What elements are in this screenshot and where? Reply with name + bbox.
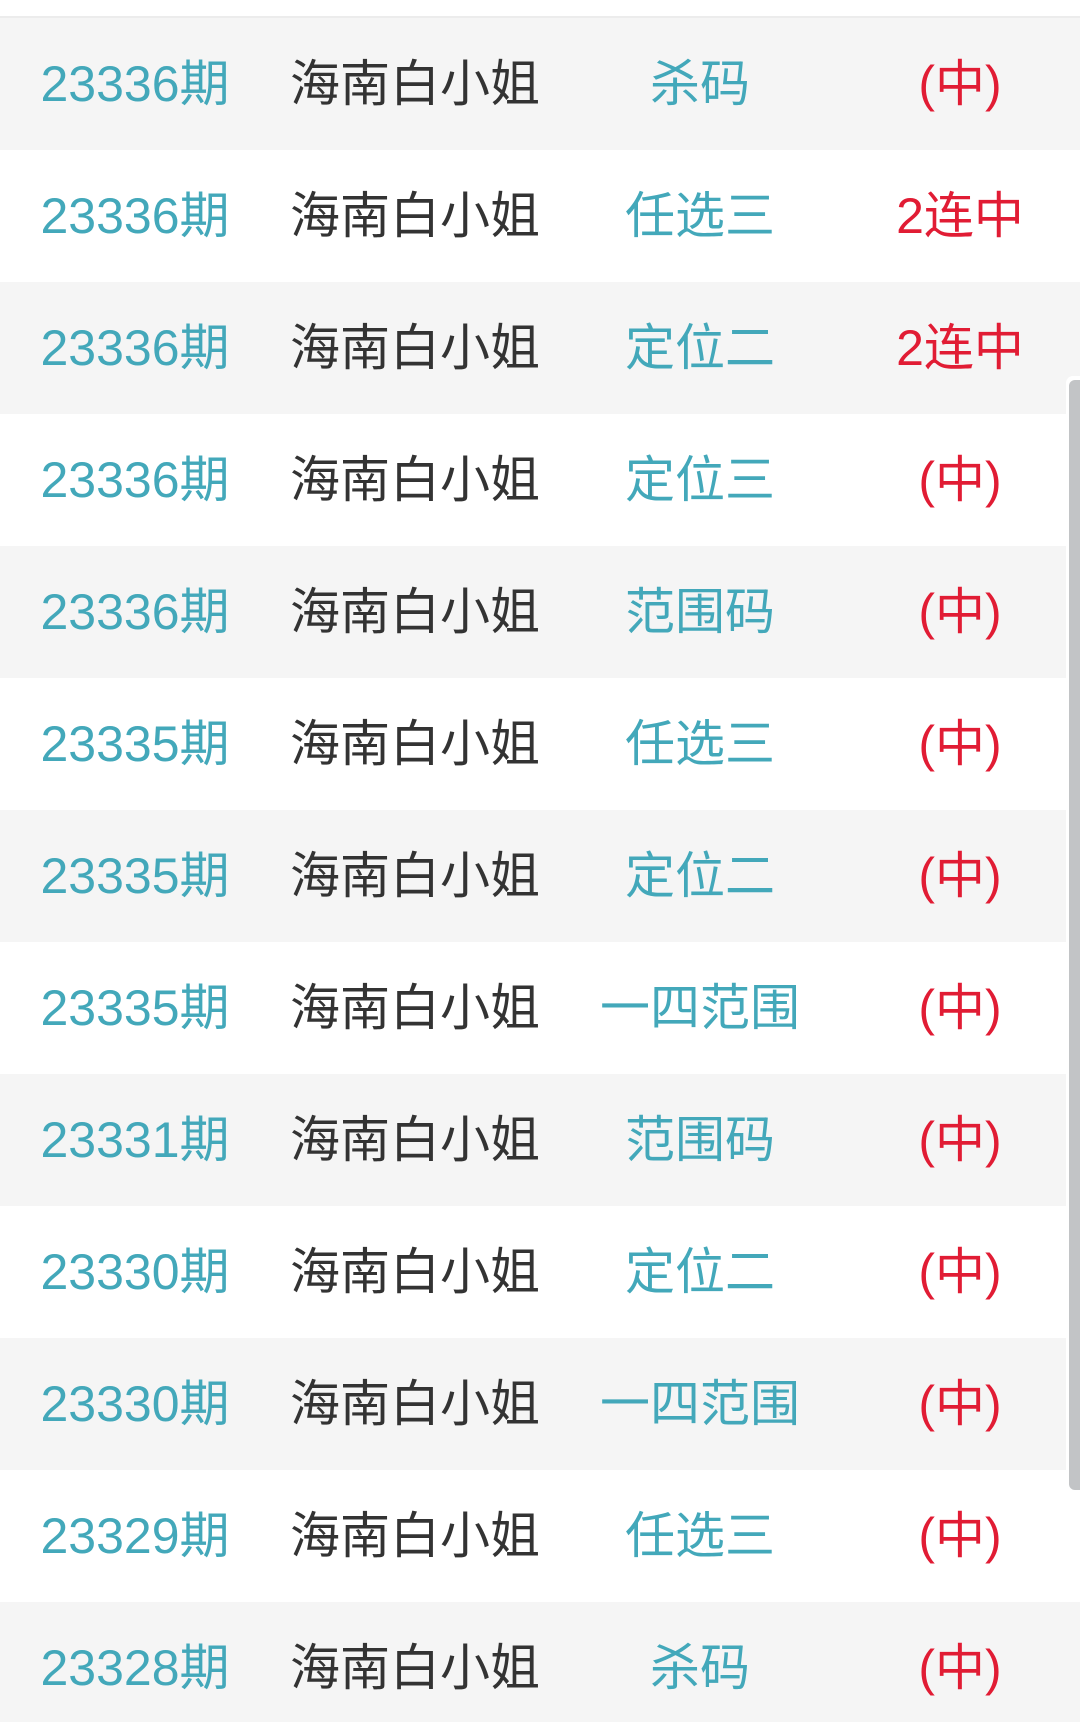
cell-result: (中) (918, 1112, 1002, 1168)
cell-result: (中) (918, 452, 1002, 508)
cell-play: 定位二 (625, 848, 775, 904)
cell-source: 海南白小姐 (290, 848, 540, 904)
cell-play: 杀码 (650, 56, 750, 112)
table-row[interactable]: 23336期 海南白小姐 范围码 (中) (0, 546, 1080, 678)
cell-play: 定位二 (625, 1244, 775, 1300)
table-row[interactable]: 23335期 海南白小姐 任选三 (中) (0, 678, 1080, 810)
table-row[interactable]: 23335期 海南白小姐 定位二 (中) (0, 810, 1080, 942)
cell-play: 范围码 (625, 1112, 775, 1168)
cell-play: 定位二 (625, 320, 775, 376)
cell-play: 定位三 (625, 452, 775, 508)
table-row[interactable]: 23336期 海南白小姐 定位三 (中) (0, 414, 1080, 546)
table-row[interactable]: 23329期 海南白小姐 任选三 (中) (0, 1470, 1080, 1602)
cell-result: (中) (918, 56, 1002, 112)
cell-source: 海南白小姐 (290, 1244, 540, 1300)
cell-result: (中) (918, 848, 1002, 904)
cell-issue: 23336期 (40, 452, 230, 508)
cell-result: (中) (918, 584, 1002, 640)
cell-issue: 23336期 (40, 56, 230, 112)
cell-source: 海南白小姐 (290, 980, 540, 1036)
cell-issue: 23329期 (40, 1508, 230, 1564)
table-row[interactable]: 23336期 海南白小姐 杀码 (中) (0, 18, 1080, 150)
cell-source: 海南白小姐 (290, 584, 540, 640)
cell-result: 2连中 (896, 188, 1024, 244)
cell-issue: 23335期 (40, 716, 230, 772)
cell-issue: 23331期 (40, 1112, 230, 1168)
cell-source: 海南白小姐 (290, 1640, 540, 1696)
scrollbar-thumb[interactable] (1069, 380, 1080, 1490)
cell-play: 任选三 (625, 188, 775, 244)
cell-source: 海南白小姐 (290, 1112, 540, 1168)
cell-source: 海南白小姐 (290, 716, 540, 772)
cell-play: 任选三 (625, 1508, 775, 1564)
top-divider (0, 0, 1080, 18)
cell-result: (中) (918, 1376, 1002, 1432)
table-row[interactable]: 23335期 海南白小姐 一四范围 (中) (0, 942, 1080, 1074)
cell-play: 一四范围 (600, 980, 800, 1036)
cell-issue: 23335期 (40, 980, 230, 1036)
table-row[interactable]: 23336期 海南白小姐 定位二 2连中 (0, 282, 1080, 414)
cell-play: 一四范围 (600, 1376, 800, 1432)
cell-source: 海南白小姐 (290, 1376, 540, 1432)
cell-result: 2连中 (896, 320, 1024, 376)
cell-issue: 23328期 (40, 1640, 230, 1696)
records-list: 23336期 海南白小姐 杀码 (中) 23336期 海南白小姐 任选三 2连中… (0, 18, 1080, 1722)
cell-source: 海南白小姐 (290, 56, 540, 112)
cell-source: 海南白小姐 (290, 320, 540, 376)
table-row[interactable]: 23336期 海南白小姐 任选三 2连中 (0, 150, 1080, 282)
cell-issue: 23335期 (40, 848, 230, 904)
cell-result: (中) (918, 716, 1002, 772)
cell-result: (中) (918, 980, 1002, 1036)
cell-result: (中) (918, 1640, 1002, 1696)
cell-issue: 23330期 (40, 1244, 230, 1300)
cell-source: 海南白小姐 (290, 1508, 540, 1564)
table-row[interactable]: 23331期 海南白小姐 范围码 (中) (0, 1074, 1080, 1206)
cell-play: 杀码 (650, 1640, 750, 1696)
table-row[interactable]: 23330期 海南白小姐 一四范围 (中) (0, 1338, 1080, 1470)
cell-issue: 23330期 (40, 1376, 230, 1432)
cell-play: 范围码 (625, 584, 775, 640)
cell-play: 任选三 (625, 716, 775, 772)
table-row[interactable]: 23330期 海南白小姐 定位二 (中) (0, 1206, 1080, 1338)
cell-source: 海南白小姐 (290, 188, 540, 244)
cell-issue: 23336期 (40, 320, 230, 376)
cell-source: 海南白小姐 (290, 452, 540, 508)
table-row[interactable]: 23328期 海南白小姐 杀码 (中) (0, 1602, 1080, 1722)
cell-result: (中) (918, 1244, 1002, 1300)
cell-issue: 23336期 (40, 188, 230, 244)
cell-issue: 23336期 (40, 584, 230, 640)
cell-result: (中) (918, 1508, 1002, 1564)
